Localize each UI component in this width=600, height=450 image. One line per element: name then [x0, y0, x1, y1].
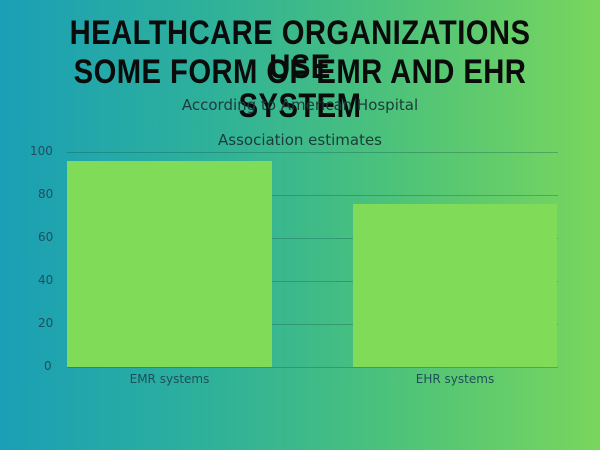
gridline: [67, 324, 558, 325]
gridline: [67, 195, 558, 196]
gridline: [67, 152, 558, 153]
y-tick-80: 80: [38, 187, 54, 201]
y-tick-40: 40: [38, 273, 54, 287]
y-tick-0: 0: [44, 359, 52, 373]
y-tick-100: 100: [30, 144, 53, 158]
chart-title-line1: HEALTHCARE ORGANIZATIONS USE: [69, 14, 531, 86]
x-label-emr: EMR systems: [129, 372, 210, 386]
chart-subtitle-line2: Association estimates: [218, 131, 382, 149]
bar-ehr-systems: [353, 204, 557, 367]
y-tick-60: 60: [38, 230, 54, 244]
y-tick-20: 20: [38, 316, 54, 330]
bar-emr-systems: [67, 161, 272, 367]
gridline: [67, 238, 558, 239]
chart-title-line2: SOME FORM OF EMR AND EHR SYSTEM: [73, 53, 527, 125]
chart-subtitle-line1: According to American Hospital: [181, 96, 419, 114]
x-label-ehr: EHR systems: [415, 372, 495, 386]
gridline: [67, 281, 558, 282]
x-axis-line: [67, 367, 558, 368]
